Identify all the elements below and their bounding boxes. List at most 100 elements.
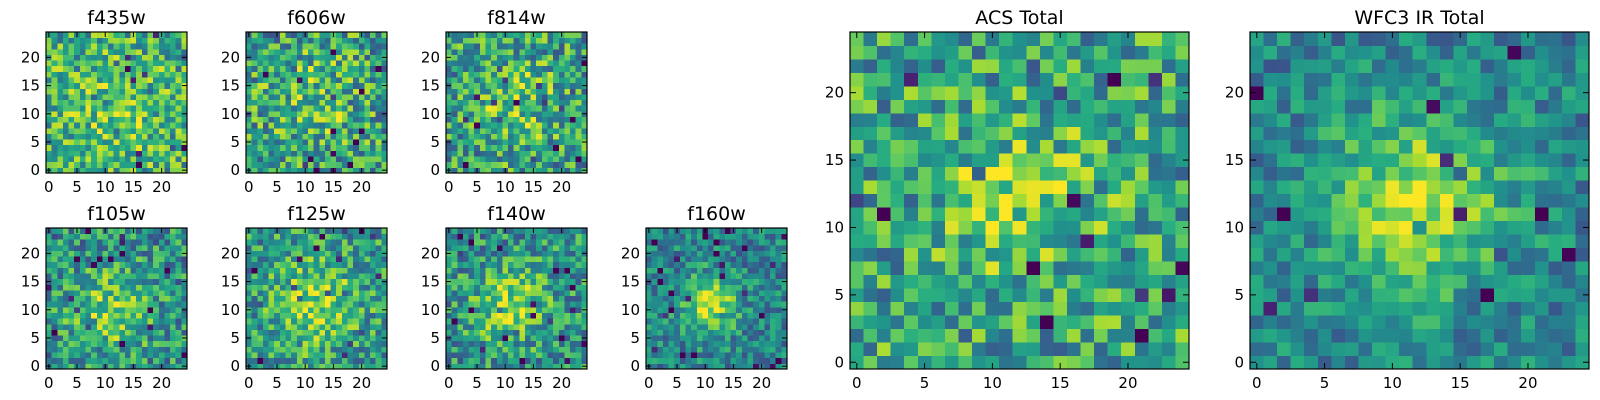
heatmap-cell xyxy=(313,295,320,302)
heatmap-cell xyxy=(1066,288,1081,302)
heatmap-cell xyxy=(364,161,371,168)
heatmap-cell xyxy=(753,346,760,353)
heatmap-cell xyxy=(347,329,354,336)
heatmap-cell xyxy=(285,161,292,168)
heatmap-cell xyxy=(491,150,498,157)
heatmap-cell xyxy=(170,273,177,280)
heatmap-cell xyxy=(62,43,69,50)
heatmap-cell xyxy=(575,295,582,302)
heatmap-cell xyxy=(124,244,131,251)
heatmap-cell xyxy=(274,48,281,55)
heatmap-cell xyxy=(496,233,503,240)
heatmap-cell xyxy=(274,161,281,168)
heatmap-cell xyxy=(536,127,543,134)
heatmap-cell xyxy=(462,301,469,308)
heatmap-cell xyxy=(153,261,160,268)
heatmap-cell xyxy=(730,306,737,313)
heatmap-cell xyxy=(850,207,864,222)
heatmap-cell xyxy=(646,301,653,308)
heatmap-cell xyxy=(370,278,377,285)
heatmap-cell xyxy=(291,77,298,84)
heatmap-cell xyxy=(91,99,98,106)
heatmap-cell xyxy=(124,250,131,257)
heatmap-cell xyxy=(302,250,309,257)
heatmap-cell xyxy=(141,150,148,157)
heatmap-cell xyxy=(353,278,360,285)
heatmap-cell xyxy=(291,167,298,174)
heatmap-cell xyxy=(136,233,143,240)
heatmap-cell xyxy=(164,82,171,89)
heatmap-cell xyxy=(279,273,286,280)
heatmap-cell xyxy=(570,110,577,117)
heatmap-cell xyxy=(251,284,258,291)
heatmap-cell xyxy=(358,71,365,78)
heatmap-cell xyxy=(370,71,377,78)
heatmap-cell xyxy=(347,65,354,72)
heatmap-cell xyxy=(524,144,531,151)
heatmap-cell xyxy=(502,48,509,55)
heatmap-cell xyxy=(536,228,543,235)
heatmap-cell xyxy=(108,228,115,235)
heatmap-cell xyxy=(863,153,878,168)
heatmap-cell xyxy=(558,346,565,353)
heatmap-cell xyxy=(702,278,709,285)
heatmap-cell xyxy=(279,290,286,297)
heatmap-cell xyxy=(679,352,686,359)
heatmap-cell xyxy=(877,261,892,276)
heatmap-cell xyxy=(130,295,137,302)
heatmap-cell xyxy=(1175,288,1190,302)
heatmap-cell xyxy=(364,133,371,140)
heatmap-cell xyxy=(85,273,92,280)
heatmap-cell xyxy=(147,43,154,50)
heatmap-cell xyxy=(246,329,253,336)
heatmap-cell xyxy=(736,340,743,347)
heatmap-cell xyxy=(164,295,171,302)
heatmap-cell xyxy=(570,239,577,246)
heatmap-cell xyxy=(274,127,281,134)
y-tick-label: 20 xyxy=(221,48,240,66)
heatmap-cell xyxy=(170,250,177,257)
heatmap-cell xyxy=(564,156,571,163)
axes-frame xyxy=(445,227,588,370)
heatmap-cell xyxy=(485,37,492,44)
heatmap-cell xyxy=(553,295,560,302)
heatmap-cell xyxy=(496,144,503,151)
heatmap-cell xyxy=(674,352,681,359)
heatmap-cell xyxy=(491,144,498,151)
heatmap-cell xyxy=(1066,166,1081,181)
heatmap-cell xyxy=(468,60,475,67)
heatmap-cell xyxy=(485,346,492,353)
heatmap-cell xyxy=(251,37,258,44)
heatmap-cell xyxy=(147,273,154,280)
heatmap-cell xyxy=(158,352,165,359)
heatmap-cell xyxy=(181,233,188,240)
heatmap-cell xyxy=(296,301,303,308)
heatmap-cell xyxy=(251,228,258,235)
heatmap-cell xyxy=(541,122,548,129)
heatmap-cell xyxy=(296,290,303,297)
heatmap-cell xyxy=(51,156,58,163)
heatmap-cell xyxy=(279,88,286,95)
heatmap-cell xyxy=(958,166,973,181)
heatmap-cell xyxy=(251,335,258,342)
heatmap-cell xyxy=(370,295,377,302)
heatmap-cell xyxy=(164,244,171,251)
heatmap-cell xyxy=(581,256,588,263)
heatmap-cell xyxy=(708,244,715,251)
heatmap-cell xyxy=(999,247,1014,262)
heatmap-cell xyxy=(74,346,81,353)
heatmap-cell xyxy=(353,82,360,89)
heatmap-cell xyxy=(353,318,360,325)
heatmap-cell xyxy=(581,323,588,330)
heatmap-cell xyxy=(274,357,281,364)
heatmap-cell xyxy=(536,284,543,291)
heatmap-cell xyxy=(581,65,588,72)
heatmap-cell xyxy=(46,357,53,364)
heatmap-cell xyxy=(62,139,69,146)
x-tick-label: 10 xyxy=(96,374,115,392)
heatmap-cell xyxy=(1148,301,1163,316)
heatmap-cell xyxy=(181,32,188,39)
heatmap-cell xyxy=(674,295,681,302)
heatmap-cell xyxy=(181,150,188,157)
heatmap-cell xyxy=(375,312,382,319)
